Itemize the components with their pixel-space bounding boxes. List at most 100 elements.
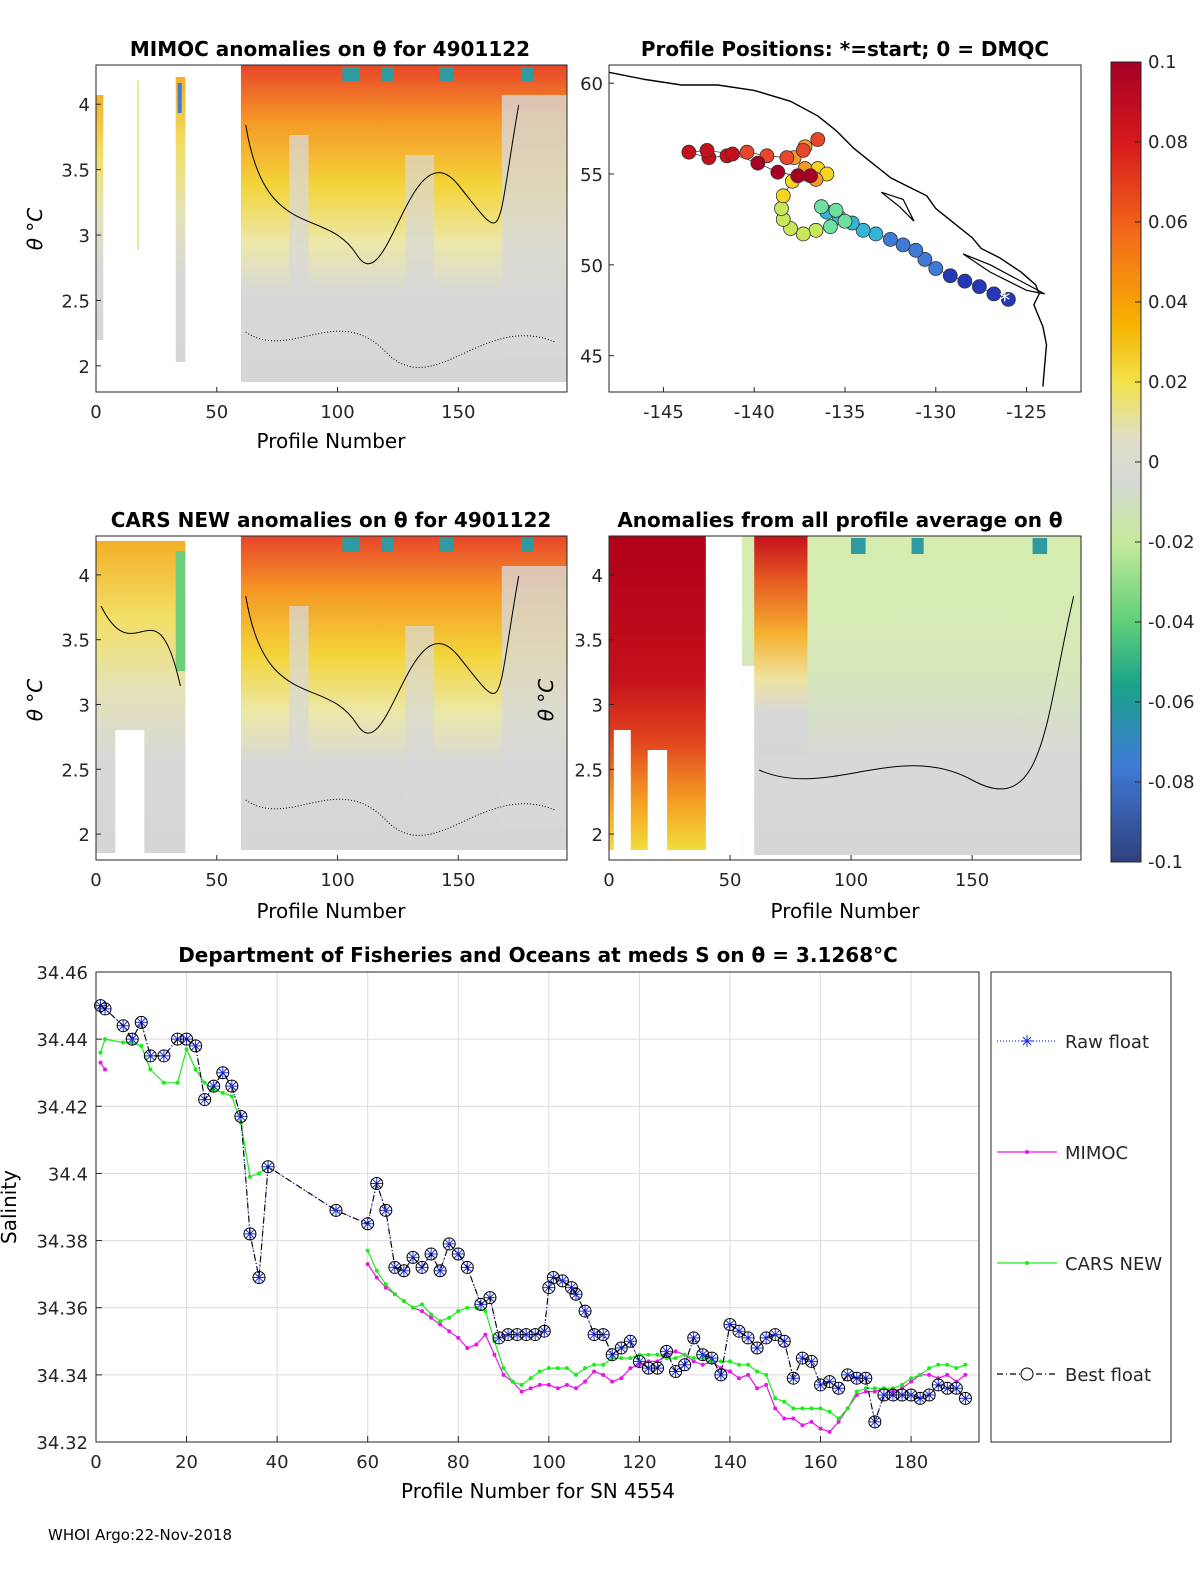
profile-marker	[810, 132, 826, 147]
cars-point	[447, 1315, 452, 1320]
mimoc-point	[483, 1332, 488, 1337]
start-marker: *	[999, 289, 1010, 314]
x-tick-label: 150	[441, 870, 475, 891]
raw-point	[397, 1264, 410, 1277]
cars-point	[909, 1376, 914, 1381]
cars-y-ticks: 2 2.5 3 3.5 4	[61, 566, 101, 846]
cars-point	[456, 1309, 461, 1314]
heat-cell	[342, 538, 360, 552]
best-point	[252, 1271, 266, 1284]
best-point	[605, 1348, 619, 1362]
x-tick-label: 50	[719, 870, 742, 891]
x-tick-label: 0	[90, 1452, 101, 1473]
cars-point	[392, 1292, 397, 1297]
cars-point	[755, 1369, 760, 1374]
mimoc-point	[700, 1362, 705, 1367]
legend-label: Best float	[1065, 1365, 1151, 1386]
salinity-panel: Department of Fisheries and Oceans at me…	[0, 943, 1172, 1503]
raw-point	[841, 1368, 854, 1381]
mimoc-point	[519, 1389, 524, 1394]
heat-cell	[289, 135, 309, 285]
cars-point	[718, 1359, 723, 1364]
y-tick-label: 34.34	[36, 1366, 88, 1387]
raw-point	[941, 1382, 954, 1395]
best-point	[714, 1368, 728, 1382]
island-path	[880, 191, 915, 222]
positions-title: Profile Positions: *=start; 0 = DMQC	[641, 37, 1049, 61]
best-point	[741, 1331, 755, 1345]
allavg-heatmap	[609, 536, 1081, 860]
cars-point	[773, 1396, 778, 1401]
best-point	[678, 1358, 692, 1372]
mimoc-x-label: Profile Number	[257, 429, 407, 453]
profile-marker	[895, 237, 911, 253]
mimoc-point	[501, 1372, 506, 1377]
best-point	[913, 1391, 927, 1405]
positions-y-ticks: 45 50 55 60	[580, 74, 614, 368]
colorbar-tick-label: -0.02	[1148, 532, 1195, 553]
best-point	[623, 1334, 637, 1348]
mimoc-point	[365, 1262, 370, 1267]
y-tick-label: 34.42	[36, 1097, 88, 1118]
raw-point	[642, 1362, 655, 1375]
raw-point	[379, 1204, 392, 1217]
salinity-series	[94, 999, 972, 1434]
x-tick-label: 20	[175, 1452, 198, 1473]
mimoc-point	[909, 1379, 914, 1384]
best-point	[207, 1079, 221, 1093]
best-point	[940, 1381, 954, 1395]
raw-point	[588, 1328, 601, 1341]
raw-point	[225, 1080, 238, 1093]
mimoc-point	[447, 1329, 452, 1334]
profile-marker	[774, 201, 789, 216]
cars-point	[655, 1352, 660, 1357]
best-point	[510, 1328, 524, 1342]
profile-marker	[739, 144, 755, 160]
x-tick-label: 120	[622, 1452, 656, 1473]
cars-point	[161, 1080, 166, 1085]
profile-marker	[928, 261, 944, 276]
mimoc-point	[98, 1060, 103, 1065]
colorbar-tick-label: 0.02	[1148, 372, 1188, 393]
cars-point	[673, 1356, 678, 1361]
raw-point	[660, 1345, 673, 1358]
profile-marker	[971, 279, 987, 295]
cars-point	[247, 1174, 252, 1179]
cars-point	[592, 1362, 597, 1367]
profile-marker	[699, 142, 715, 158]
mimoc-point	[592, 1369, 597, 1374]
heat-gap	[742, 666, 755, 860]
x-tick-label: 50	[205, 402, 228, 423]
cars-point	[727, 1359, 732, 1364]
cars-point	[827, 1409, 832, 1414]
cars-point	[257, 1171, 262, 1176]
heat-cell	[381, 67, 394, 81]
best-point	[243, 1227, 257, 1241]
x-tick-label: 160	[803, 1452, 837, 1473]
profile-marker	[957, 273, 973, 289]
best-point	[931, 1378, 945, 1392]
x-tick-label: 180	[894, 1452, 928, 1473]
cars-point	[175, 1080, 180, 1085]
x-tick-label: -135	[825, 402, 866, 423]
mimoc-point	[764, 1382, 769, 1387]
best-point	[823, 1375, 837, 1389]
cars-point	[98, 1050, 103, 1055]
colorbar-tick-label: -0.06	[1148, 692, 1195, 713]
profile-marker	[814, 199, 829, 215]
cars-point	[365, 1248, 370, 1253]
cars-point	[836, 1416, 841, 1421]
cars-point	[737, 1362, 742, 1367]
mimoc-point	[420, 1309, 425, 1314]
heat-gap	[647, 750, 668, 860]
cars-point	[746, 1362, 751, 1367]
profile-marker	[855, 222, 871, 238]
mimoc-point	[727, 1369, 732, 1374]
cars-point	[800, 1406, 805, 1411]
colorbar-tick-label: 0.04	[1148, 292, 1188, 313]
cars-point	[583, 1366, 588, 1371]
mimoc-point	[872, 1389, 877, 1394]
best-point	[225, 1079, 239, 1093]
y-tick-label: 4	[79, 566, 90, 587]
best-point	[474, 1297, 488, 1311]
